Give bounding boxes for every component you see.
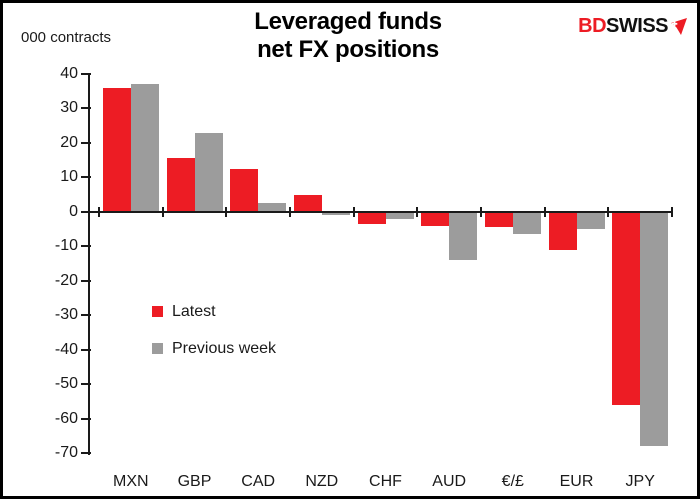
legend-item-previous-week: Previous week bbox=[152, 340, 276, 357]
legend-item-latest: Latest bbox=[152, 303, 276, 320]
bar-latest bbox=[612, 211, 641, 405]
bar-latest bbox=[484, 211, 513, 228]
bar-latest bbox=[421, 211, 450, 226]
y-tick-mark bbox=[81, 417, 91, 420]
x-tick-mark bbox=[98, 206, 100, 217]
legend-swatch-previous-week bbox=[152, 343, 163, 354]
y-tick-label: -50 bbox=[54, 375, 78, 393]
y-tick-label: -40 bbox=[54, 340, 78, 358]
y-tick-mark bbox=[81, 348, 91, 351]
y-tick-label: 10 bbox=[60, 168, 78, 186]
y-tick-mark bbox=[81, 245, 91, 248]
bar-previous-week bbox=[130, 84, 159, 212]
bar-latest bbox=[230, 168, 259, 212]
legend-swatch-latest bbox=[152, 306, 163, 317]
x-category-label: €/£ bbox=[501, 473, 524, 490]
x-axis-line bbox=[88, 210, 672, 213]
y-tick-label: -60 bbox=[54, 409, 78, 427]
swiss-arrow-icon bbox=[671, 17, 687, 35]
x-category-label: AUD bbox=[432, 473, 467, 490]
x-tick-mark bbox=[671, 206, 673, 217]
y-tick-mark bbox=[81, 452, 91, 454]
bar-latest bbox=[548, 211, 577, 250]
x-category-label: CHF bbox=[369, 473, 402, 490]
x-tick-mark bbox=[352, 206, 355, 217]
x-category-label: EUR bbox=[559, 473, 594, 490]
bar-latest bbox=[357, 211, 386, 224]
x-tick-mark bbox=[161, 206, 164, 217]
y-tick-label: -70 bbox=[54, 444, 78, 461]
bar-previous-week bbox=[640, 211, 669, 447]
x-tick-mark bbox=[225, 206, 228, 217]
bdswiss-logo: BD SWISS bbox=[578, 15, 688, 38]
y-tick-label: 0 bbox=[69, 202, 78, 220]
y-tick-mark bbox=[81, 383, 91, 386]
bar-previous-week bbox=[258, 203, 287, 212]
x-tick-mark bbox=[480, 206, 482, 217]
x-category-label: MXN bbox=[113, 473, 149, 490]
legend-label-latest: Latest bbox=[172, 302, 216, 320]
y-tick-mark bbox=[81, 176, 91, 179]
y-tick-mark bbox=[81, 279, 91, 282]
y-tick-mark bbox=[81, 73, 91, 75]
bar-previous-week bbox=[576, 211, 605, 229]
page-title: Leveraged funds net FX positions bbox=[148, 8, 548, 64]
y-tick-label: -20 bbox=[54, 271, 78, 289]
y-tick-label: -10 bbox=[54, 237, 78, 255]
y-tick-label: 20 bbox=[60, 133, 78, 151]
title-line-2: net FX positions bbox=[257, 36, 439, 63]
y-tick-mark bbox=[81, 141, 91, 144]
y-tick-label: 40 bbox=[60, 65, 78, 82]
x-tick-mark bbox=[416, 206, 419, 217]
x-category-label: JPY bbox=[625, 473, 655, 490]
legend: Latest Previous week bbox=[152, 303, 276, 357]
logo-text-swiss: SWISS bbox=[606, 15, 668, 37]
x-tick-mark bbox=[607, 206, 610, 217]
x-tick-mark bbox=[289, 206, 291, 217]
y-tick-mark bbox=[81, 210, 91, 213]
bar-previous-week bbox=[385, 211, 414, 219]
legend-label-previous-week: Previous week bbox=[172, 339, 277, 357]
bar-latest bbox=[293, 194, 322, 212]
x-category-label: CAD bbox=[241, 473, 276, 490]
y-axis-units-label: 000 contracts bbox=[21, 29, 112, 46]
x-category-label: NZD bbox=[305, 473, 339, 490]
logo-text-bd: BD bbox=[578, 15, 607, 37]
bar-previous-week bbox=[449, 211, 478, 260]
y-tick-label: -30 bbox=[54, 306, 78, 324]
y-tick-mark bbox=[81, 107, 91, 110]
x-category-label: GBP bbox=[177, 473, 212, 490]
y-axis-line bbox=[88, 74, 90, 455]
bar-latest bbox=[102, 87, 131, 212]
bar-latest bbox=[166, 158, 195, 212]
bar-previous-week bbox=[321, 211, 350, 216]
x-tick-mark bbox=[543, 206, 546, 217]
bar-previous-week bbox=[194, 132, 223, 212]
title-line-1: Leveraged funds bbox=[254, 8, 442, 35]
bar-previous-week bbox=[512, 211, 541, 235]
y-tick-label: 30 bbox=[60, 99, 78, 117]
y-tick-mark bbox=[81, 314, 91, 317]
